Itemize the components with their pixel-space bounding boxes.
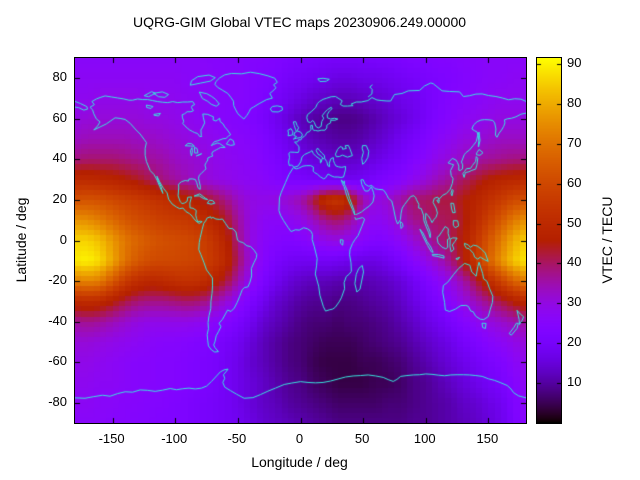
x-tick-label: 150 [476,431,499,446]
x-tick-label: -100 [161,431,188,446]
x-tick-label: 0 [295,431,304,446]
colorbar-tick-label: 30 [567,294,582,310]
colorbar-tick-label: 90 [567,54,582,70]
colorbar-tick-label: 10 [567,374,582,390]
y-tick-label: -80 [48,393,67,409]
x-tick-label: 50 [354,431,370,446]
x-tick-label: -150 [98,431,125,446]
colorbar-tick-label: 50 [567,214,582,230]
y-tick-label: -20 [48,272,67,288]
figure-title: UQRG-GIM Global VTEC maps 20230906.249.0… [132,14,467,30]
x-tick-label: 100 [413,431,436,446]
colorbar [536,57,562,424]
y-tick-label: -40 [48,312,67,328]
vtec-heatmap-canvas [75,58,526,423]
colorbar-tick-label: 70 [567,134,582,150]
colorbar-canvas [537,58,561,423]
y-tick-label: 60 [52,109,67,125]
y-tick-label: 80 [52,69,67,85]
plot-area [74,57,527,424]
y-tick-label: 40 [52,150,67,166]
colorbar-tick-label: 80 [567,94,582,110]
y-tick-label: 20 [52,190,67,206]
y-tick-label: -60 [48,353,67,369]
x-tick-label: -50 [227,431,247,446]
colorbar-tick-label: 40 [567,254,582,270]
x-axis-label: Longitude / deg [251,454,348,470]
y-tick-label: 0 [59,231,67,247]
colorbar-label: VTEC / TECU [599,196,615,284]
colorbar-tick-label: 60 [567,174,582,190]
colorbar-tick-label: 20 [567,334,582,350]
y-axis-label: Latitude / deg [13,197,29,283]
